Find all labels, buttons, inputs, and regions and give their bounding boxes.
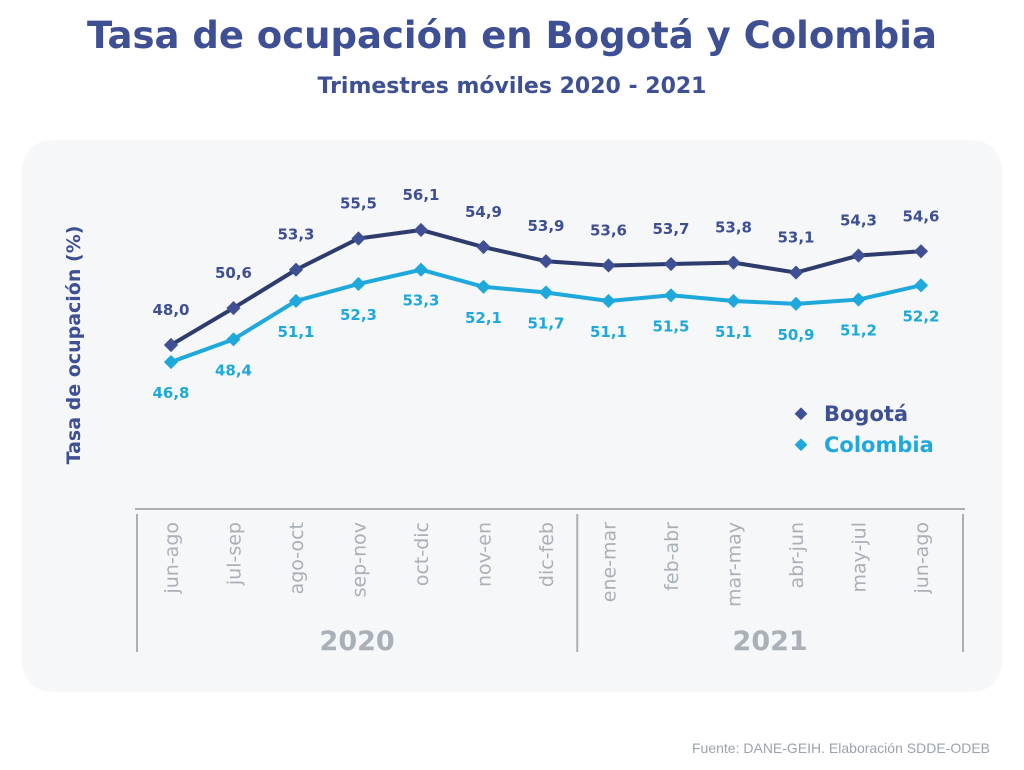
data-point-bogotá xyxy=(163,337,179,353)
data-point-colombia xyxy=(663,288,679,303)
data-point-colombia xyxy=(788,296,804,311)
data-point-colombia xyxy=(476,279,491,294)
data-label-bogotá: 54,6 xyxy=(902,207,939,225)
legend-marker-bogotá xyxy=(794,407,808,421)
data-label-colombia: 51,7 xyxy=(527,314,564,332)
data-point-colombia xyxy=(913,278,929,293)
year-label-2020: 2020 xyxy=(320,626,395,657)
source-note: Fuente: DANE-GEIH. Elaboración SDDE-ODEB xyxy=(692,740,990,756)
data-point-bogotá xyxy=(601,258,616,273)
data-label-colombia: 51,1 xyxy=(590,323,627,341)
x-tick-label: ago-oct xyxy=(286,522,308,594)
legend-marker-colombia xyxy=(794,438,808,452)
legend-label-bogotá: Bogotá xyxy=(824,402,908,426)
x-tick-label: feb-abr xyxy=(661,522,683,591)
year-label-2021: 2021 xyxy=(733,626,808,657)
chart-subtitle: Trimestres móviles 2020 - 2021 xyxy=(317,74,707,99)
data-point-bogotá xyxy=(476,239,491,255)
data-point-colombia xyxy=(288,293,304,309)
data-point-bogotá xyxy=(413,222,429,238)
data-label-colombia: 52,1 xyxy=(465,309,502,327)
data-label-bogotá: 56,1 xyxy=(402,186,439,204)
data-label-colombia: 52,2 xyxy=(902,307,939,325)
data-label-bogotá: 53,9 xyxy=(527,217,564,235)
data-label-colombia: 53,3 xyxy=(402,292,439,310)
data-label-colombia: 51,1 xyxy=(715,323,752,341)
data-label-bogotá: 53,3 xyxy=(277,226,314,244)
data-label-colombia: 51,5 xyxy=(652,317,689,335)
data-point-bogotá xyxy=(726,255,741,270)
data-point-bogotá xyxy=(351,231,366,246)
data-point-colombia xyxy=(851,292,866,307)
data-point-bogotá xyxy=(851,248,866,263)
x-tick-label: nov-en xyxy=(474,522,496,587)
data-label-bogotá: 53,8 xyxy=(715,219,752,237)
data-point-colombia xyxy=(538,285,554,300)
data-label-colombia: 46,8 xyxy=(152,384,189,402)
x-tick-label: may-jul xyxy=(849,522,871,593)
data-label-bogotá: 54,9 xyxy=(465,203,502,221)
x-tick-label: dic-feb xyxy=(536,522,558,587)
data-label-colombia: 50,9 xyxy=(777,326,814,344)
data-label-bogotá: 55,5 xyxy=(340,195,377,213)
data-point-bogotá xyxy=(226,301,241,316)
data-point-bogotá xyxy=(663,256,679,272)
x-tick-label: sep-nov xyxy=(349,522,371,597)
data-point-colombia xyxy=(413,262,429,277)
x-tick-label: mar-may xyxy=(724,522,746,607)
data-point-bogotá xyxy=(788,265,804,280)
data-point-colombia xyxy=(226,332,241,347)
y-axis-label: Tasa de ocupación (%) xyxy=(63,226,85,465)
data-label-bogotá: 53,6 xyxy=(590,221,627,239)
x-tick-label: oct-dic xyxy=(411,522,433,586)
data-point-bogotá xyxy=(538,254,554,269)
data-label-colombia: 51,1 xyxy=(277,323,314,341)
data-label-colombia: 48,4 xyxy=(215,361,252,379)
data-label-bogotá: 53,7 xyxy=(652,220,689,238)
data-label-bogotá: 50,6 xyxy=(215,264,252,282)
data-label-colombia: 51,2 xyxy=(840,322,877,340)
data-label-bogotá: 54,3 xyxy=(840,212,877,230)
data-label-bogotá: 53,1 xyxy=(777,229,814,247)
data-label-bogotá: 48,0 xyxy=(152,301,189,319)
data-point-bogotá xyxy=(913,244,929,259)
data-point-colombia xyxy=(601,293,616,309)
data-point-colombia xyxy=(351,276,366,292)
data-label-colombia: 52,3 xyxy=(340,306,377,324)
x-tick-label: ene-mar xyxy=(599,522,621,602)
chart-card xyxy=(22,140,1002,692)
x-tick-label: jul-sep xyxy=(224,522,246,586)
x-tick-label: jun-ago xyxy=(911,522,933,595)
data-point-bogotá xyxy=(288,262,304,277)
chart-title: Tasa de ocupación en Bogotá y Colombia xyxy=(87,14,937,57)
x-tick-label: abr-jun xyxy=(786,522,808,589)
data-point-colombia xyxy=(163,354,179,370)
x-tick-label: jun-ago xyxy=(161,522,183,595)
legend-label-colombia: Colombia xyxy=(824,433,934,457)
data-point-colombia xyxy=(726,293,741,309)
